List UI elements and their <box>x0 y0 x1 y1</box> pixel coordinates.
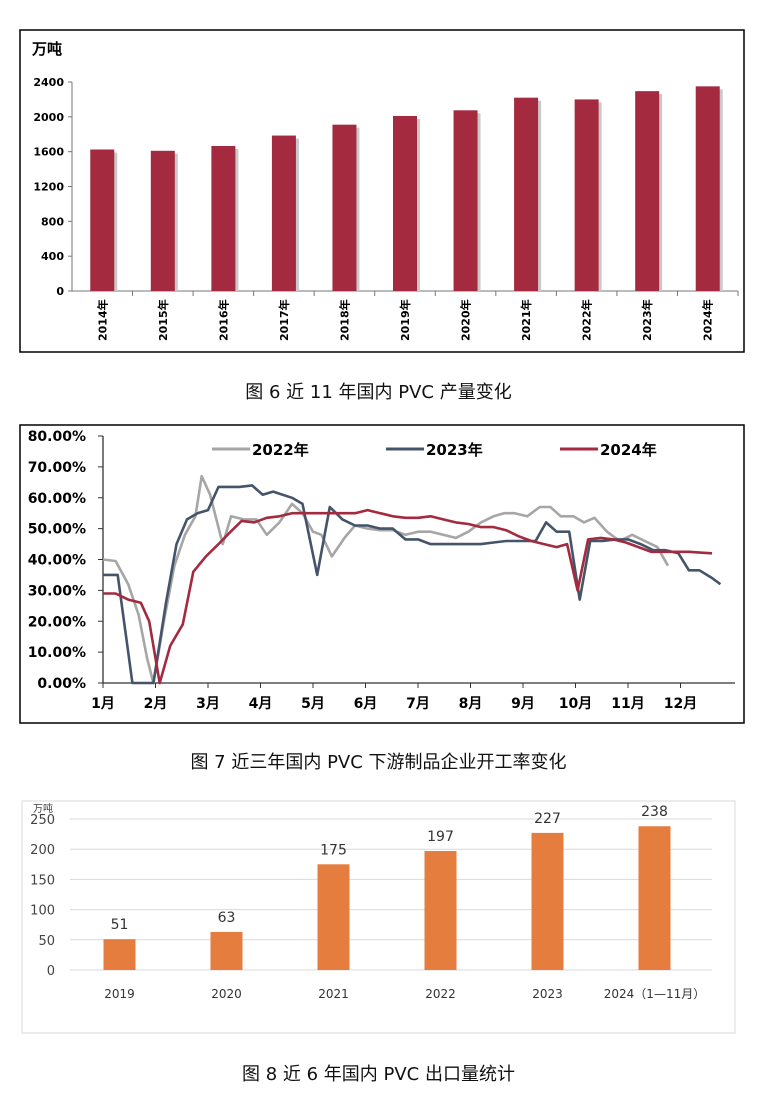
x-tick-label: 1月 <box>91 696 115 712</box>
y-tick-label: 1600 <box>33 146 64 159</box>
x-tick-label: 2017年 <box>277 299 291 341</box>
x-tick-label: 2024年 <box>701 299 715 341</box>
x-tick-label: 5月 <box>301 696 325 712</box>
y-tick-label: 250 <box>30 813 55 828</box>
series-line <box>103 484 722 685</box>
data-label: 51 <box>111 917 129 933</box>
y-tick-label: 40.00% <box>28 553 86 569</box>
bar <box>393 115 417 292</box>
chart-frame <box>19 29 745 353</box>
y-tick-label: 0 <box>47 964 55 979</box>
bar <box>150 150 175 291</box>
bar <box>453 110 478 291</box>
series-line <box>102 474 670 685</box>
x-tick-label: 2023 <box>532 987 563 1001</box>
bar <box>90 149 115 291</box>
x-tick-label: 11月 <box>611 696 644 712</box>
bar <box>574 99 599 292</box>
data-label: 227 <box>534 811 561 827</box>
chart-frame <box>21 800 736 1034</box>
chart-production: 万吨 0 400 800 1200 1600 2000 2400 2014年 2015年 2016… <box>0 0 757 360</box>
legend-label: 2022年 <box>252 441 309 459</box>
y-tick-label: 0.00% <box>37 676 86 692</box>
bar <box>635 91 660 291</box>
series-line <box>103 508 713 685</box>
y-tick-label: 50 <box>38 934 55 949</box>
x-tick-label: 8月 <box>459 696 483 712</box>
y-tick-label: 60.00% <box>28 491 86 507</box>
x-tick-label: 7月 <box>406 696 430 712</box>
y-tick-label: 50.00% <box>28 522 86 538</box>
bar <box>514 97 539 291</box>
y-tick-label: 0 <box>56 285 64 298</box>
x-tick-label: 2022 <box>425 987 456 1001</box>
y-tick-label: 10.00% <box>28 645 86 661</box>
x-tick-label: 2022年 <box>580 299 594 341</box>
x-tick-label: 6月 <box>354 696 378 712</box>
y-tick-label: 20.00% <box>28 614 86 630</box>
bar <box>638 826 671 970</box>
x-tick-label: 2021 <box>318 987 349 1001</box>
x-tick-label: 2018年 <box>337 299 351 341</box>
data-label: 175 <box>320 842 347 858</box>
y-tick-label: 2000 <box>33 111 64 124</box>
x-tick-label: 2020年 <box>459 299 473 341</box>
x-tick-label: 2月 <box>144 696 168 712</box>
bar <box>103 939 136 970</box>
x-tick-label: 2020 <box>211 987 242 1001</box>
x-tick-label: 2019 <box>104 987 135 1001</box>
x-tick-label: 2019年 <box>398 299 412 341</box>
bar <box>695 86 720 292</box>
x-tick-label: 2021年 <box>519 299 533 341</box>
chart-operating-rate: 0.00% 10.00% 20.00% 30.00% 40.00% 50.00% 60.00… <box>0 418 757 730</box>
legend-label: 2024年 <box>600 441 657 459</box>
production-bar-chart: 万吨 0 400 800 1200 1600 2000 2400 2014年 2015年 2016… <box>19 29 745 353</box>
y-tick-label: 70.00% <box>28 460 86 476</box>
x-tick-label: 9月 <box>511 696 535 712</box>
chart-export: 万吨 0 50 100 150 200 250 51 2019 63 2020 175 2021 19… <box>0 796 757 1046</box>
data-label: 197 <box>427 829 454 845</box>
x-tick-label: 2015年 <box>156 299 170 341</box>
y-tick-label: 80.00% <box>28 429 86 445</box>
x-tick-label: 12月 <box>664 696 697 712</box>
bar <box>211 146 236 291</box>
data-label: 238 <box>641 804 668 820</box>
x-tick-label: 2023年 <box>640 299 654 341</box>
y-unit-label: 万吨 <box>33 802 53 815</box>
bar <box>317 864 350 970</box>
bar <box>424 851 457 970</box>
operating-rate-line-chart: 0.00% 10.00% 20.00% 30.00% 40.00% 50.00% 60.00… <box>19 424 745 724</box>
export-bar-chart: 万吨 0 50 100 150 200 250 51 2019 63 2020 175 2021 19… <box>21 800 736 1034</box>
x-tick-label: 2016年 <box>216 299 230 341</box>
figure-6-caption: 图 6 近 11 年国内 PVC 产量变化 <box>245 382 512 403</box>
x-tick-label: 4月 <box>249 696 273 712</box>
x-tick-label: 3月 <box>196 696 220 712</box>
legend-label: 2023年 <box>426 441 483 459</box>
chart-frame <box>19 424 745 724</box>
y-unit-label: 万吨 <box>31 40 62 58</box>
bar <box>210 931 243 970</box>
y-tick-label: 1200 <box>33 181 64 194</box>
y-tick-label: 200 <box>30 843 55 858</box>
x-tick-label: 2024（1—11月） <box>604 987 705 1001</box>
figure-7-caption: 图 7 近三年国内 PVC 下游制品企业开工率变化 <box>190 752 567 773</box>
y-tick-label: 2400 <box>33 76 64 89</box>
figure-8-caption: 图 8 近 6 年国内 PVC 出口量统计 <box>242 1064 515 1085</box>
y-tick-label: 100 <box>30 904 55 919</box>
x-tick-label: 2014年 <box>95 299 109 341</box>
y-tick-label: 30.00% <box>28 583 86 599</box>
data-label: 63 <box>218 910 236 926</box>
bar <box>271 135 296 291</box>
bar <box>531 832 564 970</box>
x-tick-label: 10月 <box>559 696 592 712</box>
y-tick-label: 400 <box>41 250 64 263</box>
bar <box>332 124 357 291</box>
y-tick-label: 150 <box>30 873 55 888</box>
y-tick-label: 800 <box>41 215 64 228</box>
